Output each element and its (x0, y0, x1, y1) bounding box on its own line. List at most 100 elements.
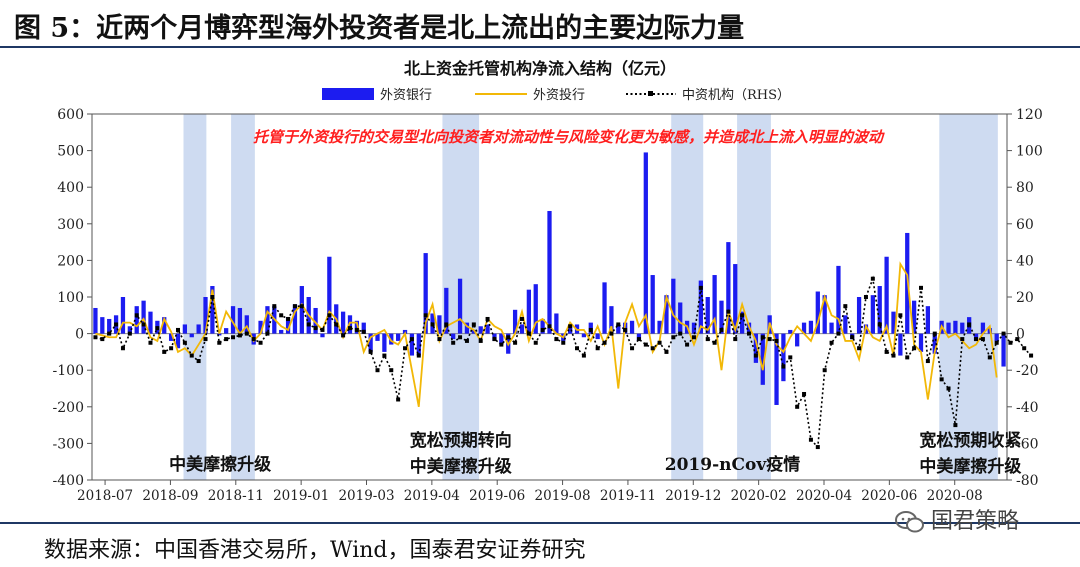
bar-series-bank (93, 152, 1006, 405)
marker-cn (341, 333, 346, 338)
marker-cn (134, 313, 139, 318)
bar (705, 297, 710, 334)
marker-cn (444, 322, 449, 327)
marker-cn (396, 397, 401, 402)
bar (203, 297, 208, 334)
bar (100, 317, 105, 334)
bar (327, 256, 332, 334)
marker-cn (939, 377, 944, 382)
marker-cn (458, 335, 463, 340)
bar (93, 307, 98, 334)
marker-cn (210, 295, 215, 299)
marker-cn (416, 353, 421, 358)
marker-cn (258, 340, 263, 345)
marker-cn (733, 337, 738, 342)
marker-cn (884, 349, 889, 354)
bar (485, 324, 490, 334)
marker-cn (554, 337, 559, 342)
tick-label-right: 60 (1016, 217, 1034, 233)
shaded-period (737, 114, 771, 480)
marker-cn (980, 337, 985, 342)
tick-label-x: 2020-04 (796, 488, 852, 504)
bar (244, 315, 249, 334)
tick-label-x: 2019-12 (665, 488, 721, 504)
bar (829, 322, 834, 334)
marker-cn (643, 342, 648, 347)
line-broker (95, 261, 998, 407)
bar (182, 324, 188, 334)
marker-cn (561, 340, 566, 345)
marker-cn (499, 342, 504, 347)
marker-cn (857, 346, 862, 351)
marker-cn (347, 326, 352, 331)
shaded-period (671, 114, 704, 480)
marker-cn (685, 342, 690, 347)
marker-cn (237, 333, 242, 338)
event-label: 宽松预期转向 (410, 430, 512, 451)
marker-cn (120, 346, 125, 351)
bar (423, 253, 428, 334)
marker-cn (526, 331, 531, 336)
bar (643, 152, 648, 334)
marker-cn (430, 322, 435, 327)
bar (168, 333, 174, 341)
marker-cn (107, 331, 112, 336)
marker-cn (272, 304, 277, 309)
marker-cn (581, 353, 586, 358)
marker-cn (678, 331, 683, 336)
bar (471, 329, 476, 334)
header-rule (0, 46, 1080, 48)
tick-label-right: -20 (1016, 363, 1039, 379)
marker-cn (747, 331, 752, 336)
marker-cn (361, 329, 366, 334)
chart-title: 北上资金托管机构净流入结构（亿元） (404, 59, 676, 78)
watermark: 国君策略 (895, 503, 1019, 535)
marker-cn (953, 423, 958, 428)
bar (719, 300, 724, 334)
marker-cn (575, 346, 580, 351)
marker-cn (368, 349, 373, 354)
marker-cn (155, 326, 160, 331)
tick-label-x: 2020-02 (731, 488, 787, 504)
marker-cn (451, 340, 456, 345)
bar (120, 297, 126, 334)
marker-cn (850, 335, 855, 340)
marker-cn (705, 337, 710, 342)
bar (526, 289, 531, 334)
legend-label-broker: 外资投行 (533, 87, 585, 103)
marker-cn (925, 359, 930, 364)
bar (581, 333, 587, 338)
bar (230, 306, 236, 334)
bar (980, 322, 986, 334)
marker-cn (540, 327, 545, 332)
marker-cn (602, 340, 607, 345)
bar (320, 333, 325, 338)
bar (712, 275, 717, 334)
bar (512, 309, 518, 334)
marker-cn (946, 386, 951, 391)
tick-label-left: -100 (53, 363, 84, 379)
marker-cn (623, 327, 628, 332)
tick-label-x: 2019-08 (535, 488, 591, 504)
event-label: 中美摩擦升级 (919, 456, 1021, 477)
bar (299, 286, 304, 334)
marker-cn (292, 304, 297, 309)
bar (313, 307, 318, 334)
bar (691, 322, 697, 334)
marker-cn (898, 313, 903, 318)
marker-cn (815, 445, 820, 450)
marker-cn (423, 313, 428, 318)
marker-cn (224, 337, 229, 342)
bar (595, 333, 600, 340)
bar (533, 284, 538, 334)
tick-label-right: -80 (1016, 473, 1039, 489)
marker-cn (760, 335, 765, 340)
tick-label-x: 2019-11 (600, 488, 656, 504)
marker-cn (967, 322, 972, 327)
bar (499, 333, 504, 345)
bar (870, 295, 875, 334)
marker-cn (616, 322, 621, 327)
marker-cn (354, 327, 359, 332)
bar (891, 311, 896, 334)
bar (678, 302, 683, 334)
